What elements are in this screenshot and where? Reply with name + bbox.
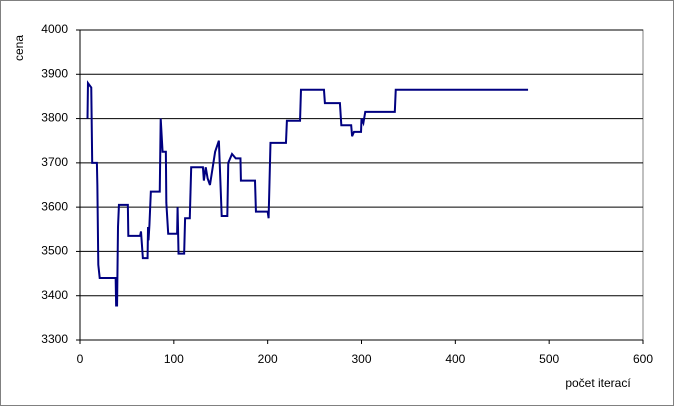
x-tick-label: 0 (77, 352, 84, 366)
y-tick-label: 3300 (41, 332, 68, 346)
x-tick-label: 400 (445, 352, 465, 366)
y-tick-label: 3700 (41, 155, 68, 169)
y-tick-label: 3800 (41, 111, 68, 125)
y-tick-label: 3500 (41, 244, 68, 258)
x-tick-label: 500 (539, 352, 559, 366)
plot-area (79, 29, 644, 341)
x-tick-label: 300 (351, 352, 371, 366)
y-tick-label: 3900 (41, 66, 68, 80)
x-tick-label: 100 (164, 352, 184, 366)
x-tick-label: 600 (633, 352, 653, 366)
x-axis-label: počet iterací (565, 376, 631, 390)
y-axis-label: cena (12, 35, 26, 61)
y-tick-label: 3600 (41, 199, 68, 213)
data-line (86, 80, 529, 307)
x-tick-label: 200 (258, 352, 278, 366)
y-tick-label: 3400 (41, 288, 68, 302)
y-tick-label: 4000 (41, 22, 68, 36)
